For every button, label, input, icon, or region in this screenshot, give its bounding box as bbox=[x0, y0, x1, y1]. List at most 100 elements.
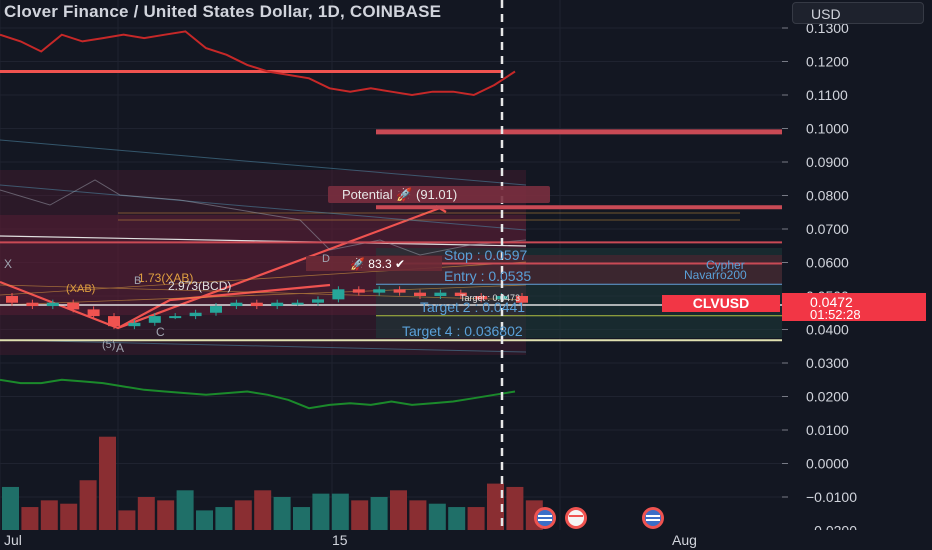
candle bbox=[414, 292, 426, 296]
x-tick-label: Jul bbox=[4, 532, 22, 548]
currency-button[interactable]: USD bbox=[792, 2, 924, 24]
usd-flag-icon[interactable] bbox=[534, 507, 556, 529]
chart-title: Clover Finance / United States Dollar, 1… bbox=[4, 2, 442, 21]
usd-flag-icon[interactable] bbox=[565, 507, 587, 529]
volume-bar bbox=[157, 500, 175, 531]
navarro-label: Navarro200 bbox=[684, 268, 747, 282]
channel-lines bbox=[0, 139, 527, 353]
entry-label: Entry : 0.0535 bbox=[444, 268, 531, 284]
x-tick-label: 15 bbox=[332, 532, 348, 548]
volume-bar bbox=[234, 500, 252, 531]
candle bbox=[434, 292, 447, 296]
volume-bar bbox=[2, 486, 19, 531]
price-candles bbox=[6, 286, 528, 330]
candle bbox=[332, 289, 345, 300]
volume-bar bbox=[351, 500, 369, 531]
volume-bar bbox=[196, 510, 213, 531]
y-tick-label: 0.0400 bbox=[806, 322, 849, 338]
score-box bbox=[306, 256, 442, 271]
target4-label: Target 4 : 0.036802 bbox=[402, 323, 523, 339]
candle bbox=[6, 296, 18, 303]
candle bbox=[454, 292, 467, 296]
score-label: 🚀 83.3 ✔ bbox=[350, 257, 405, 271]
cypher-label: Cypher bbox=[706, 258, 745, 272]
potential-label: Potential 🚀 (91.01) bbox=[342, 187, 457, 202]
point-a-label: A bbox=[116, 341, 124, 355]
y-tick-label: 0.1100 bbox=[806, 87, 848, 103]
candle bbox=[210, 306, 222, 313]
volume-bar bbox=[99, 436, 116, 531]
candle bbox=[189, 312, 202, 317]
y-tick-label: 0.0200 bbox=[806, 389, 849, 405]
time-axis[interactable] bbox=[0, 530, 932, 550]
wave-5-label: (5) bbox=[102, 339, 115, 351]
candle bbox=[87, 309, 100, 317]
volume-bar bbox=[370, 497, 388, 531]
candle bbox=[516, 296, 528, 303]
volume-bar bbox=[21, 507, 39, 531]
volume-bar bbox=[215, 507, 233, 531]
candle bbox=[250, 302, 263, 307]
candle bbox=[312, 299, 324, 303]
volume-bar bbox=[137, 497, 155, 531]
trend-line bbox=[0, 235, 527, 247]
candle bbox=[26, 302, 39, 307]
last-price: 0.0472 bbox=[810, 294, 853, 310]
candle bbox=[475, 296, 488, 300]
candle bbox=[373, 289, 386, 293]
stop-label: Stop : 0.0597 bbox=[444, 247, 528, 263]
candle bbox=[46, 302, 59, 307]
y-tick-label: 0.1200 bbox=[806, 54, 849, 70]
volume-bar bbox=[60, 503, 78, 531]
y-tick-label: 0.0300 bbox=[806, 355, 849, 371]
potential-box bbox=[328, 186, 550, 203]
y-tick-label: 0.0100 bbox=[806, 422, 849, 438]
usd-flag-icon-2[interactable] bbox=[642, 507, 664, 529]
level-lines bbox=[0, 70, 782, 342]
xab-left-label: (XAB) bbox=[66, 283, 95, 295]
y-tick-label: 0.0000 bbox=[806, 456, 849, 472]
bar-countdown: 01:52:28 bbox=[810, 307, 861, 322]
lower-band-line bbox=[0, 378, 516, 410]
volume-bar bbox=[467, 507, 485, 531]
target-small-label: Target : 0.0473 bbox=[460, 293, 520, 303]
y-tick-label: 0.0600 bbox=[806, 255, 849, 271]
candle bbox=[108, 316, 120, 327]
candle bbox=[393, 289, 406, 293]
volume-bar bbox=[487, 483, 504, 531]
volume-bar bbox=[506, 486, 524, 531]
volume-bar bbox=[273, 497, 291, 531]
volume-bar bbox=[293, 507, 310, 531]
volume-bar bbox=[331, 493, 349, 531]
price-axis[interactable] bbox=[782, 0, 932, 530]
volume-bar bbox=[428, 503, 446, 531]
y-tick-label: 0.0900 bbox=[806, 154, 849, 170]
volume-bar bbox=[176, 490, 194, 531]
x-tick-label: Aug bbox=[672, 532, 697, 548]
stop-zone bbox=[376, 255, 782, 285]
volume-bar bbox=[312, 493, 330, 531]
volume-bar bbox=[79, 480, 97, 531]
volume-bar bbox=[254, 490, 272, 531]
annotations: Potential 🚀 (91.01) 🚀 83.3 ✔ Stop : 0.05… bbox=[4, 186, 747, 355]
candle bbox=[291, 302, 304, 305]
symbol-tag: CLVUSD bbox=[662, 295, 780, 312]
y-tick-label: 0.1000 bbox=[806, 121, 849, 137]
point-x-label: X bbox=[4, 257, 12, 271]
ratio-xab-label: 1.73(XAB) bbox=[138, 271, 193, 285]
y-tick-label: 0.1300 bbox=[806, 20, 849, 36]
y-tick-label: 0.0800 bbox=[806, 188, 849, 204]
volume-bar bbox=[118, 510, 136, 531]
y-tick-label: −0.0100 bbox=[806, 489, 857, 505]
candle bbox=[67, 302, 80, 310]
volume-bar bbox=[40, 500, 58, 531]
point-d-label: D bbox=[322, 253, 330, 265]
point-b-label: B bbox=[134, 275, 141, 287]
candle bbox=[169, 316, 182, 319]
point-c-label: C bbox=[156, 325, 165, 339]
candle bbox=[271, 302, 284, 307]
ma-line bbox=[0, 179, 527, 256]
target2-label: Target 2 : 0.0441 bbox=[420, 299, 525, 315]
candle bbox=[148, 316, 161, 323]
